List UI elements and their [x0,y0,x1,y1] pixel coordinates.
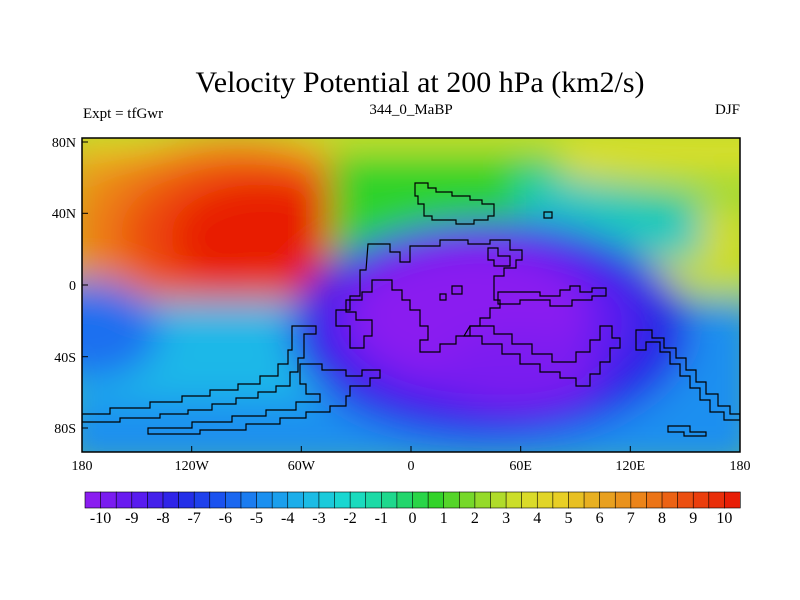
colorbar-tick-label: 4 [533,510,541,527]
colorbar-swatch [256,491,273,509]
colorbar-swatch [568,491,585,509]
colorbar-swatch [458,491,476,509]
colorbar-swatch [334,491,351,509]
lat-tick-label: 40S [54,351,76,366]
colorbar-swatch [443,491,460,509]
colorbar-swatch [303,491,320,509]
colorbar-labels: -10 -9 -8 -7 -6 -5 -4 -3 -2 -1 0 1 2 3 4… [90,510,732,527]
colorbar-tick-label: -4 [281,510,294,527]
colorbar-tick-label: -3 [312,510,325,527]
figure-title: Velocity Potential at 200 hPa (km2/s) [195,66,644,99]
colorbar-swatch [692,491,710,509]
colorbar-swatch [630,491,648,509]
colorbar-tick-label: 0 [409,510,417,527]
colorbar-swatch [427,491,445,509]
colorbar-swatch [287,491,304,509]
longitude-tick-labels: 180 120W 60W 0 60E 120E 180 [72,459,751,474]
lat-tick-label: 40N [52,207,76,222]
lon-tick-label: 60E [509,459,532,474]
colorbar-swatch [209,491,226,509]
colorbar-swatch [147,491,164,509]
continent-outlines [82,182,740,437]
colorbar-swatch [521,491,538,509]
colorbar-swatch [178,491,195,509]
colorbar-swatch [724,491,741,509]
colorbar-swatch [100,491,117,509]
colorbar-swatch [115,491,133,509]
colorbar-swatch [583,491,601,509]
colorbar-swatch [318,491,336,509]
lon-tick-label: 180 [730,459,751,474]
experiment-label: Expt = tfGwr [83,106,163,122]
colorbar-swatch [381,491,398,509]
colorbar-swatch [84,491,102,509]
colorbar-tick-label: 1 [440,510,448,527]
colorbar-swatch [412,491,429,509]
period-label: 344_0_MaBP [369,102,452,118]
colorbar-tick-label: -2 [343,510,356,527]
colorbar-swatch [536,491,554,509]
lon-tick-label: 0 [408,459,415,474]
colorbar-tick-label: -5 [250,510,263,527]
latitude-tick-labels: 80N 40N 0 40S 80S [52,136,76,437]
lon-tick-label: 120E [616,459,646,474]
colorbar-tick-label: 5 [565,510,573,527]
colorbar [84,491,741,509]
colorbar-tick-label: -8 [156,510,169,527]
colorbar-swatch [162,491,180,509]
colorbar-swatch [505,491,523,509]
colorbar-swatch [225,491,242,509]
colorbar-swatch [552,491,570,509]
lon-tick-label: 60W [288,459,316,474]
colorbar-swatch [396,491,414,509]
colorbar-swatch [131,491,148,509]
lat-tick-label: 80S [54,422,76,437]
colorbar-swatch [271,491,289,509]
colorbar-tick-label: 10 [716,510,732,527]
lon-tick-label: 120W [175,459,210,474]
map-axis-ticks [81,141,741,452]
colorbar-tick-label: -9 [125,510,138,527]
colorbar-tick-label: -7 [188,510,201,527]
lat-tick-label: 80N [52,136,76,151]
colorbar-swatch [365,491,382,509]
season-label: DJF [715,102,740,118]
lon-tick-label: 180 [72,459,93,474]
colorbar-swatch [661,491,679,509]
colorbar-tick-label: -1 [375,510,388,527]
colorbar-tick-label: -6 [219,510,232,527]
colorbar-swatch [349,491,367,509]
colorbar-tick-label: 2 [471,510,479,527]
colorbar-swatch [646,491,663,509]
lat-tick-label: 0 [69,279,76,294]
colorbar-tick-label: 3 [502,510,510,527]
colorbar-swatch [193,491,211,509]
colorbar-swatch [490,491,507,509]
colorbar-tick-label: 8 [658,510,666,527]
colorbar-swatch [599,491,616,509]
colorbar-swatch [240,491,258,509]
colorbar-tick-label: -10 [90,510,111,527]
colorbar-tick-label: 7 [627,510,635,527]
colorbar-swatch [614,491,632,509]
colorbar-tick-label: 9 [689,510,697,527]
colorbar-swatch [677,491,694,509]
colorbar-swatch [474,491,492,509]
colorbar-swatch [708,491,726,509]
colorbar-tick-label: 6 [596,510,604,527]
